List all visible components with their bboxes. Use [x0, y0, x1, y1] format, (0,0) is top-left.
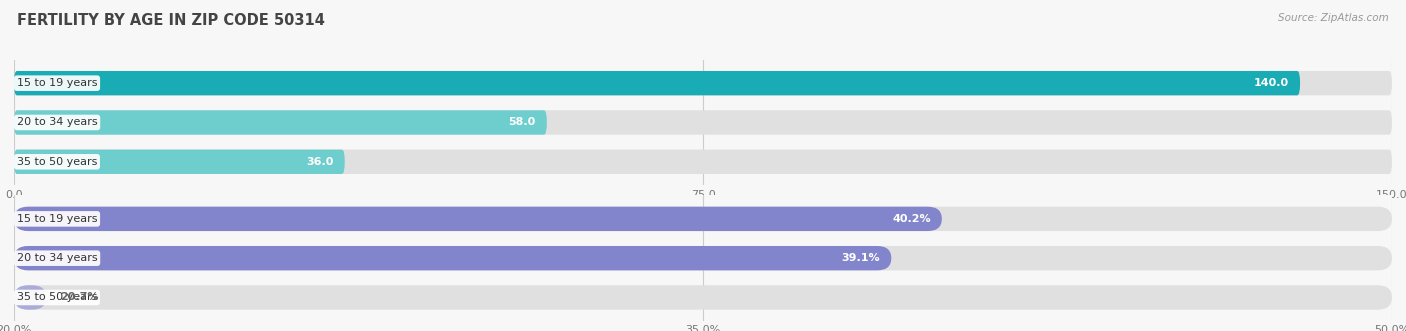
Text: Source: ZipAtlas.com: Source: ZipAtlas.com	[1278, 13, 1389, 23]
Text: 36.0: 36.0	[307, 157, 333, 167]
FancyBboxPatch shape	[14, 71, 1301, 95]
Text: 20.7%: 20.7%	[60, 293, 98, 303]
Text: FERTILITY BY AGE IN ZIP CODE 50314: FERTILITY BY AGE IN ZIP CODE 50314	[17, 13, 325, 28]
FancyBboxPatch shape	[14, 285, 1392, 310]
Text: 35 to 50 years: 35 to 50 years	[17, 293, 97, 303]
FancyBboxPatch shape	[14, 110, 1392, 135]
Text: 40.2%: 40.2%	[893, 214, 931, 224]
Text: 15 to 19 years: 15 to 19 years	[17, 214, 97, 224]
Text: 39.1%: 39.1%	[842, 253, 880, 263]
FancyBboxPatch shape	[14, 150, 1392, 174]
FancyBboxPatch shape	[14, 285, 46, 310]
FancyBboxPatch shape	[14, 150, 344, 174]
FancyBboxPatch shape	[14, 246, 1392, 270]
FancyBboxPatch shape	[14, 207, 942, 231]
FancyBboxPatch shape	[14, 71, 1392, 95]
Text: 20 to 34 years: 20 to 34 years	[17, 253, 97, 263]
FancyBboxPatch shape	[14, 110, 547, 135]
Text: 58.0: 58.0	[509, 118, 536, 127]
FancyBboxPatch shape	[14, 207, 1392, 231]
FancyBboxPatch shape	[14, 246, 891, 270]
Text: 20 to 34 years: 20 to 34 years	[17, 118, 97, 127]
Text: 15 to 19 years: 15 to 19 years	[17, 78, 97, 88]
Text: 140.0: 140.0	[1254, 78, 1289, 88]
Text: 35 to 50 years: 35 to 50 years	[17, 157, 97, 167]
